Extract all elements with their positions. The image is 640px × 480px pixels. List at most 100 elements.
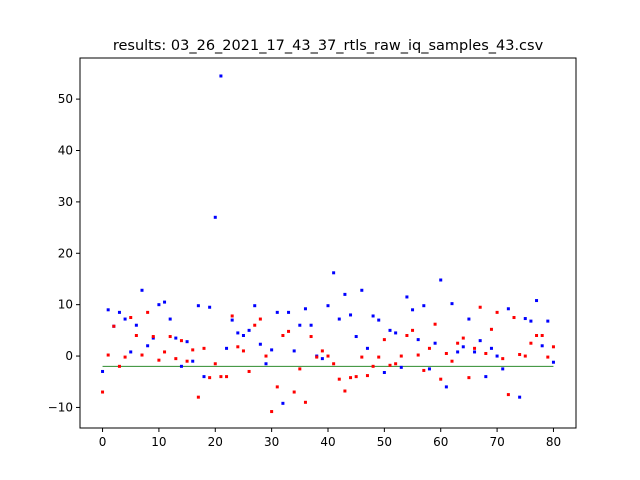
data-point — [236, 331, 240, 335]
data-point — [230, 318, 234, 322]
data-point — [123, 317, 127, 321]
data-point — [416, 353, 420, 357]
data-point — [258, 317, 262, 321]
data-point — [332, 271, 336, 275]
data-point — [343, 389, 347, 393]
data-point — [354, 375, 358, 379]
data-point — [551, 360, 555, 364]
data-point — [163, 300, 167, 304]
data-point — [371, 314, 375, 318]
data-point — [146, 344, 150, 348]
data-point — [461, 345, 465, 349]
data-point — [219, 375, 223, 379]
data-point — [371, 364, 375, 368]
data-point — [320, 349, 324, 353]
data-point — [394, 331, 398, 335]
data-point — [495, 354, 499, 358]
data-point — [540, 334, 544, 337]
data-point — [287, 310, 291, 314]
data-point — [326, 354, 330, 358]
data-point — [213, 215, 217, 219]
data-point — [196, 304, 200, 308]
data-point — [106, 308, 110, 312]
data-point — [439, 377, 443, 381]
data-point — [365, 374, 369, 378]
data-point — [303, 400, 307, 404]
data-point — [546, 355, 550, 359]
data-point — [157, 358, 161, 362]
data-point — [151, 335, 155, 339]
data-point — [394, 362, 398, 366]
data-point — [292, 349, 296, 353]
data-point — [185, 359, 189, 363]
data-point — [225, 375, 229, 379]
data-point — [388, 328, 392, 332]
data-point — [174, 357, 178, 361]
data-point — [535, 299, 539, 303]
data-point — [230, 314, 234, 318]
data-point — [484, 375, 488, 379]
data-point — [309, 335, 313, 339]
data-point — [281, 334, 285, 337]
y-tick-label: 20 — [58, 246, 73, 260]
x-axis: 0 10 20 30 40 50 60 70 80 — [99, 428, 561, 449]
y-tick-label: 0 — [65, 349, 73, 363]
data-point — [450, 359, 454, 363]
data-point — [179, 339, 183, 343]
data-point — [140, 288, 144, 292]
data-point — [134, 323, 138, 327]
data-point — [456, 350, 460, 354]
data-point — [247, 328, 251, 332]
data-point — [473, 350, 477, 354]
data-point — [320, 357, 324, 361]
data-point — [264, 354, 268, 358]
data-point — [292, 390, 296, 394]
data-point — [349, 313, 353, 317]
data-point — [264, 362, 268, 366]
data-point — [456, 341, 460, 345]
data-point — [501, 367, 505, 371]
data-point — [489, 327, 493, 331]
data-point — [467, 317, 471, 321]
x-tick-label: 40 — [320, 435, 335, 449]
data-point — [422, 368, 426, 372]
data-point — [360, 355, 364, 359]
data-point — [473, 346, 477, 350]
data-point — [140, 353, 144, 357]
data-point — [535, 334, 539, 337]
x-tick-label: 20 — [208, 435, 223, 449]
data-point — [123, 355, 127, 359]
plot-area — [101, 74, 555, 414]
data-point — [501, 357, 505, 361]
y-tick-label: 50 — [58, 92, 73, 106]
y-axis: −10 0 10 20 30 40 50 — [48, 92, 80, 414]
data-point — [309, 323, 313, 327]
data-point — [117, 310, 121, 314]
data-point — [275, 310, 279, 314]
data-point — [427, 367, 431, 371]
data-point — [382, 371, 386, 374]
axes-frame — [79, 57, 577, 429]
data-point — [202, 346, 206, 350]
data-point — [179, 364, 183, 368]
data-point — [377, 318, 381, 322]
data-point — [411, 328, 415, 332]
data-point — [529, 341, 533, 345]
y-tick-label: −10 — [48, 400, 73, 414]
data-point — [258, 342, 262, 346]
data-point — [518, 395, 522, 399]
data-point — [422, 304, 426, 308]
data-point — [360, 288, 364, 292]
data-point — [168, 317, 172, 321]
data-point — [117, 364, 121, 368]
data-point — [208, 376, 212, 380]
data-point — [270, 348, 274, 352]
data-point — [134, 334, 138, 337]
y-tick-label: 40 — [58, 144, 73, 158]
data-point — [416, 338, 420, 342]
data-point — [219, 74, 223, 78]
data-point — [281, 401, 285, 405]
data-point — [349, 376, 353, 380]
